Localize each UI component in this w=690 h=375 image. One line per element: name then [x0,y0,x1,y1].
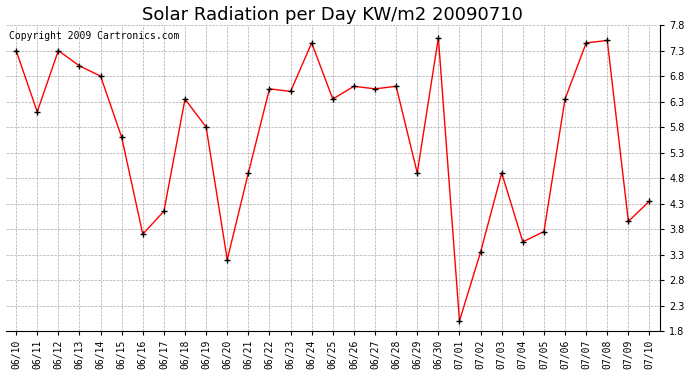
Title: Solar Radiation per Day KW/m2 20090710: Solar Radiation per Day KW/m2 20090710 [142,6,523,24]
Text: Copyright 2009 Cartronics.com: Copyright 2009 Cartronics.com [9,31,179,41]
